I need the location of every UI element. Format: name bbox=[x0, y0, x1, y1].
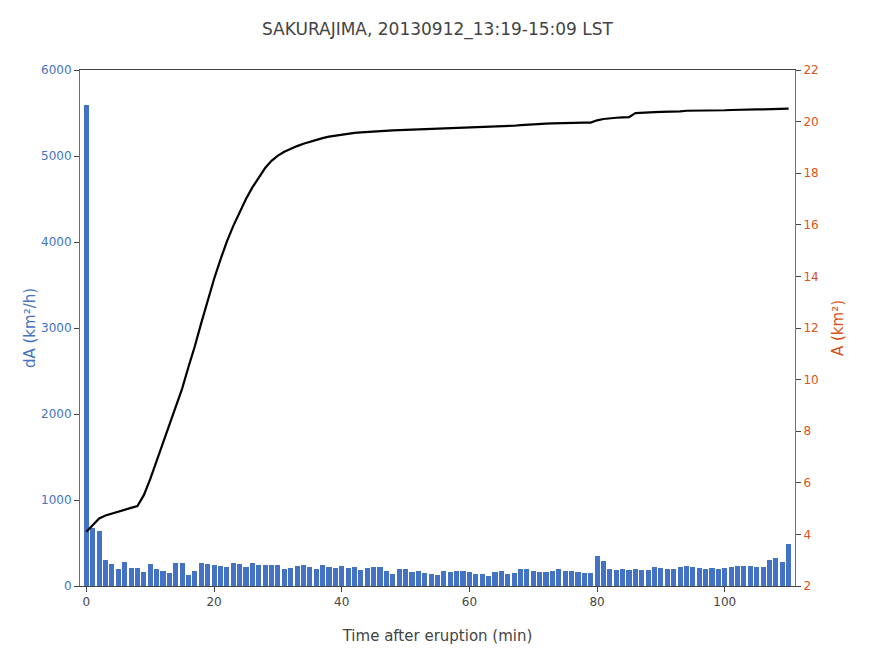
svg-text:4000: 4000 bbox=[41, 235, 72, 249]
svg-text:0: 0 bbox=[64, 579, 72, 593]
svg-text:22: 22 bbox=[803, 63, 818, 77]
svg-text:6: 6 bbox=[803, 476, 811, 490]
svg-text:14: 14 bbox=[803, 270, 818, 284]
svg-text:20: 20 bbox=[206, 595, 221, 609]
svg-text:12: 12 bbox=[803, 321, 818, 335]
svg-text:A (km²): A (km²) bbox=[829, 300, 847, 356]
svg-text:8: 8 bbox=[803, 424, 811, 438]
svg-text:80: 80 bbox=[589, 595, 604, 609]
svg-text:2: 2 bbox=[803, 579, 811, 593]
svg-text:4: 4 bbox=[803, 528, 811, 542]
svg-text:100: 100 bbox=[713, 595, 736, 609]
svg-text:0: 0 bbox=[83, 595, 91, 609]
svg-text:40: 40 bbox=[334, 595, 349, 609]
svg-text:SAKURAJIMA, 20130912_13:19-15:: SAKURAJIMA, 20130912_13:19-15:09 LST bbox=[262, 19, 614, 40]
svg-text:5000: 5000 bbox=[41, 149, 72, 163]
svg-text:dA (km²/h): dA (km²/h) bbox=[21, 288, 39, 368]
svg-text:Time after eruption (min): Time after eruption (min) bbox=[342, 627, 533, 645]
svg-text:20: 20 bbox=[803, 115, 818, 129]
svg-text:60: 60 bbox=[462, 595, 477, 609]
svg-text:10: 10 bbox=[803, 373, 818, 387]
svg-text:6000: 6000 bbox=[41, 63, 72, 77]
svg-text:1000: 1000 bbox=[41, 493, 72, 507]
svg-text:16: 16 bbox=[803, 218, 818, 232]
svg-text:18: 18 bbox=[803, 166, 818, 180]
svg-text:2000: 2000 bbox=[41, 407, 72, 421]
svg-text:3000: 3000 bbox=[41, 321, 72, 335]
